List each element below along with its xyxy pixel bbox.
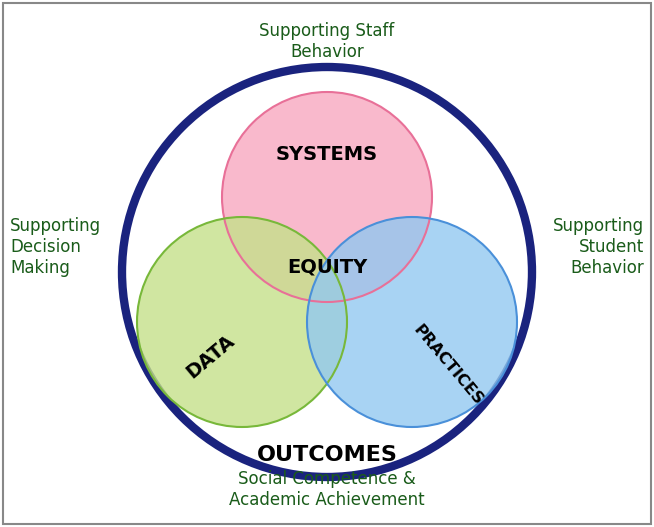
Text: PRACTICES: PRACTICES [410, 322, 486, 408]
Text: SYSTEMS: SYSTEMS [276, 145, 378, 164]
Text: Social Competence &
Academic Achievement: Social Competence & Academic Achievement [229, 470, 425, 509]
Text: Supporting
Decision
Making: Supporting Decision Making [10, 217, 101, 277]
Ellipse shape [307, 217, 517, 427]
Text: OUTCOMES: OUTCOMES [256, 445, 398, 465]
Text: EQUITY: EQUITY [287, 258, 367, 277]
Ellipse shape [137, 217, 347, 427]
Text: DATA: DATA [182, 331, 238, 383]
Text: Supporting
Student
Behavior: Supporting Student Behavior [553, 217, 644, 277]
Ellipse shape [122, 67, 532, 477]
Text: Supporting Staff
Behavior: Supporting Staff Behavior [260, 22, 394, 61]
Ellipse shape [222, 92, 432, 302]
